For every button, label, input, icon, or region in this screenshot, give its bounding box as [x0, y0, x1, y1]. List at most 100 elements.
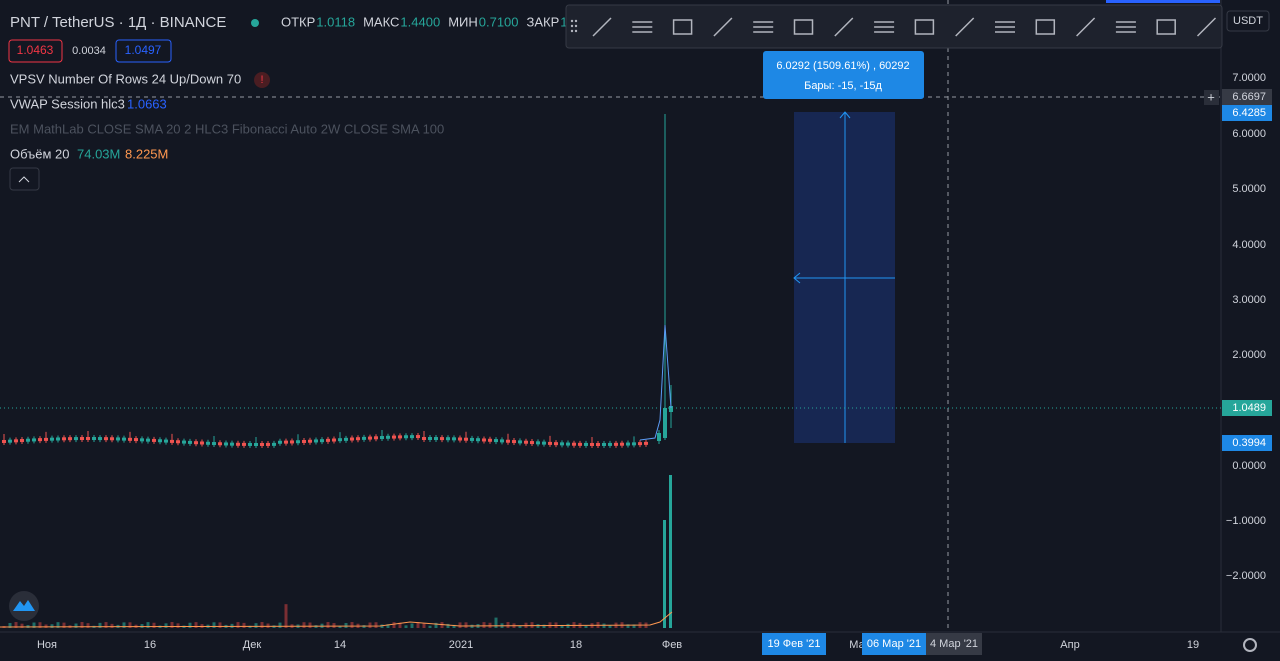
- settings-icon[interactable]: [1243, 638, 1257, 652]
- range-end: 06 Мар '21: [867, 638, 921, 650]
- candle-body: [590, 442, 594, 446]
- candle-body: [56, 437, 60, 441]
- candle-body: [632, 442, 636, 446]
- volume-bar: [518, 625, 522, 628]
- candle-body: [620, 442, 624, 446]
- candle-body: [356, 437, 360, 441]
- tool-button[interactable]: [665, 8, 701, 45]
- candle-body: [338, 438, 342, 442]
- candle-body: [146, 438, 150, 442]
- volume-bar: [362, 625, 366, 628]
- candle-body: [500, 439, 504, 443]
- volume-bar: [494, 617, 498, 628]
- add-button[interactable]: [1204, 90, 1219, 105]
- candle-body: [212, 442, 216, 446]
- price-tick: 6.0000: [1232, 128, 1266, 140]
- volume-bar: [278, 622, 282, 628]
- currency-button[interactable]: [1226, 10, 1270, 32]
- candle-body: [440, 437, 444, 441]
- indicator[interactable]: EM MathLab CLOSE SMA 20 2 HLC3 Fibonacci…: [10, 121, 444, 136]
- candle-body: [230, 442, 234, 446]
- candle-body: [74, 437, 78, 441]
- indicator[interactable]: VWAP Session hlc3: [10, 96, 125, 111]
- time-tick: 18: [570, 639, 582, 651]
- volume-bar: [386, 624, 390, 628]
- tool-icon: [592, 17, 612, 37]
- tool-icon: [1115, 21, 1136, 33]
- candle-body: [218, 442, 222, 446]
- status-dot: [251, 19, 259, 27]
- candle-body: [416, 435, 420, 439]
- volume-bar: [254, 623, 258, 628]
- candle-body: [302, 439, 306, 443]
- volume-bar: [608, 625, 612, 628]
- candle-body: [386, 435, 390, 439]
- volume-bar: [663, 520, 666, 628]
- currency[interactable]: USDT: [1233, 15, 1263, 27]
- tool-button[interactable]: [906, 8, 942, 45]
- volume-bar: [236, 622, 240, 628]
- candle-body: [470, 437, 474, 441]
- volume-bar: [350, 622, 354, 628]
- sell-button[interactable]: [8, 39, 63, 63]
- volume-bar: [38, 622, 42, 628]
- time-tick: 14: [334, 639, 346, 651]
- candle-body: [176, 440, 180, 444]
- indicator[interactable]: VPSV Number Of Rows 24 Up/Down 70: [10, 71, 241, 86]
- candle-body: [452, 437, 456, 441]
- candle-body: [8, 439, 12, 443]
- volume-bar: [218, 622, 222, 628]
- candle-body: [602, 442, 606, 446]
- tool-icon: [753, 21, 774, 33]
- candle-body: [614, 442, 618, 446]
- volume-bar: [104, 622, 108, 628]
- tool-button[interactable]: [1148, 8, 1184, 45]
- volume-bar: [248, 625, 252, 628]
- buy-button[interactable]: [115, 39, 172, 63]
- warning-icon[interactable]: [254, 72, 270, 88]
- ohlc-value: 0.7100: [479, 14, 519, 29]
- tool-button[interactable]: [1027, 8, 1063, 45]
- volume-bar: [338, 625, 342, 628]
- candle-body: [62, 437, 66, 441]
- crosshair-time: 4 Мар '21: [930, 638, 978, 650]
- volume-bar: [398, 622, 402, 628]
- volume-bar: [458, 622, 462, 628]
- candle-body: [657, 433, 661, 441]
- candle-body: [2, 440, 6, 443]
- volume-bar: [669, 475, 672, 628]
- collapse-button[interactable]: [9, 167, 40, 191]
- price-tick: 3.0000: [1232, 294, 1266, 306]
- candle-body: [608, 442, 612, 446]
- candle-body: [572, 442, 576, 446]
- candle-body: [398, 435, 402, 439]
- sell-price[interactable]: 1.0463: [17, 43, 54, 57]
- buy-price[interactable]: 1.0497: [125, 43, 162, 57]
- measure-arrow: [839, 111, 851, 119]
- price-label: [1222, 400, 1272, 416]
- candle-body: [38, 438, 42, 442]
- symbol[interactable]: PNT / TetherUS · 1Д · BINANCE: [10, 14, 226, 31]
- candle-body: [350, 437, 354, 441]
- candle-body: [14, 439, 18, 443]
- volume-ma: [0, 611, 673, 628]
- indicator[interactable]: Объём 20: [10, 146, 70, 161]
- volume-bar: [464, 622, 468, 628]
- candle-body: [164, 439, 168, 443]
- volume-bar: [422, 623, 426, 628]
- tool-icon: [834, 17, 854, 37]
- candle-body: [314, 439, 318, 443]
- measure-arrow: [793, 272, 801, 284]
- candle-body: [669, 406, 673, 412]
- drag-handle: [570, 19, 574, 23]
- drag-handle: [574, 24, 578, 28]
- candle-body: [494, 439, 498, 443]
- time-tick: 19: [1187, 639, 1199, 651]
- volume-bar: [428, 625, 432, 628]
- volume-bar: [188, 622, 192, 628]
- tool-button[interactable]: [786, 8, 822, 45]
- volume-bar: [74, 623, 78, 628]
- volume-bar: [560, 624, 564, 628]
- candle-body: [32, 438, 36, 442]
